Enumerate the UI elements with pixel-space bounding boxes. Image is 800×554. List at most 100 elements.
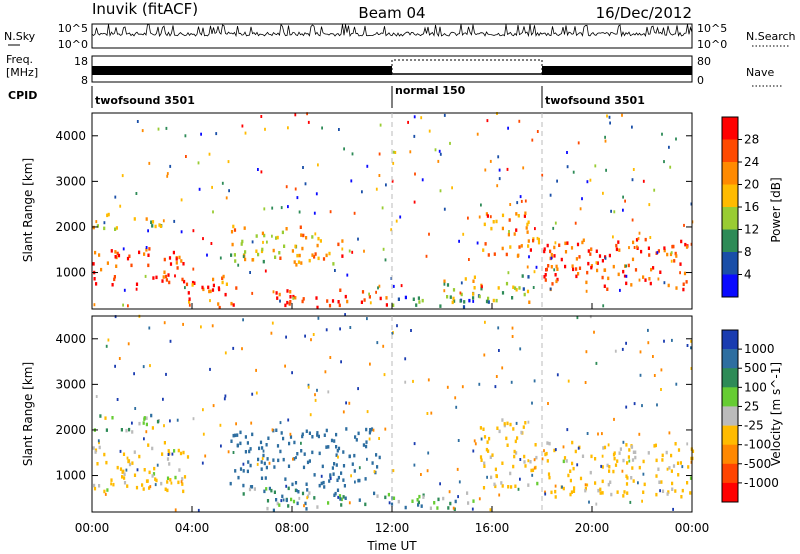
heatmap-cell: [554, 484, 557, 488]
heatmap-cell: [458, 480, 461, 484]
heatmap-cell: [361, 290, 365, 294]
heatmap-cell: [421, 178, 424, 182]
heatmap-cell: [660, 388, 662, 391]
heatmap-cell: [453, 507, 456, 511]
heatmap-cell: [608, 469, 611, 473]
heatmap-cell: [663, 160, 665, 164]
heatmap-cell: [288, 302, 291, 306]
heatmap-cell: [294, 244, 297, 249]
noise-ytick-right-bottom: 10^0: [697, 38, 727, 51]
heatmap-cell: [492, 298, 495, 303]
heatmap-cell: [474, 442, 477, 446]
heatmap-cell: [316, 388, 318, 392]
heatmap-cell: [308, 431, 311, 435]
heatmap-cell: [326, 299, 329, 303]
heatmap-cell: [382, 344, 385, 348]
heatmap-cell: [613, 456, 616, 461]
heatmap-cell: [449, 501, 452, 506]
heatmap-cell: [520, 199, 523, 203]
heatmap-cell: [307, 385, 310, 389]
heatmap-cell: [603, 445, 607, 450]
heatmap-cell: [192, 267, 195, 271]
heatmap-cell: [493, 482, 496, 487]
heatmap-cell: [202, 287, 205, 292]
heatmap-cell: [637, 481, 639, 485]
x-tick-label: 04:00: [175, 521, 210, 535]
heatmap-cell: [479, 426, 482, 430]
heatmap-cell: [656, 251, 659, 255]
heatmap-cell: [324, 370, 327, 374]
heatmap-cell: [391, 332, 394, 335]
heatmap-cell: [572, 267, 575, 272]
heatmap-cell: [291, 482, 294, 487]
heatmap-cell: [103, 226, 106, 231]
heatmap-cell: [357, 431, 360, 436]
heatmap-cell: [311, 435, 314, 439]
heatmap-cell: [576, 316, 579, 320]
heatmap-cell: [288, 441, 291, 446]
heatmap-cell: [278, 292, 281, 297]
heatmap-cell: [617, 272, 620, 277]
y-tick-label: 3000: [55, 377, 86, 391]
heatmap-cell: [517, 487, 520, 491]
heatmap-cell: [123, 476, 126, 480]
heatmap-cell: [332, 262, 335, 266]
heatmap-cell: [670, 469, 673, 473]
heatmap-cell: [116, 465, 119, 470]
heatmap-cell: [376, 465, 379, 469]
heatmap-cell: [586, 180, 589, 184]
heatmap-cell: [631, 257, 635, 262]
heatmap-cell: [618, 248, 621, 252]
heatmap-cell: [681, 465, 684, 469]
heatmap-cell: [631, 458, 635, 462]
heatmap-cell: [487, 253, 490, 257]
heatmap-cell: [410, 329, 412, 332]
heatmap-cell: [128, 254, 131, 258]
heatmap-cell: [215, 132, 218, 136]
heatmap-cell: [650, 267, 653, 272]
heatmap-cell: [373, 470, 376, 474]
heatmap-cell: [307, 383, 310, 387]
x-tick-label: 12:00: [375, 521, 410, 535]
heatmap-cell: [377, 286, 379, 290]
heatmap-cell: [595, 249, 598, 253]
x-tick-label: 00:00: [675, 521, 710, 535]
colorbar-tick-label: 25: [744, 399, 759, 413]
heatmap-cell: [366, 410, 369, 414]
heatmap-cell: [332, 472, 335, 476]
heatmap-cell: [488, 436, 491, 441]
cpid-dividers: [391, 113, 543, 512]
heatmap-cell: [586, 483, 589, 487]
freq-block-1: [92, 66, 392, 75]
heatmap-cell: [506, 167, 509, 171]
heatmap-cell: [262, 453, 265, 458]
heatmap-cell: [454, 499, 457, 504]
heatmap-cell: [212, 277, 215, 282]
heatmap-cell: [107, 338, 110, 342]
heatmap-cell: [241, 124, 244, 128]
heatmap-cell: [506, 443, 509, 447]
heatmap-cell: [230, 439, 233, 443]
heatmap-cell: [674, 489, 677, 493]
heatmap-cell: [413, 463, 416, 467]
heatmap-cell: [232, 433, 235, 438]
heatmap-cell: [399, 215, 402, 219]
heatmap-cell: [182, 262, 185, 266]
heatmap-cell: [427, 378, 430, 382]
heatmap-cell: [632, 240, 635, 245]
heatmap-cell: [286, 300, 289, 305]
heatmap-cell: [666, 467, 669, 471]
heatmap-cell: [456, 467, 459, 471]
heatmap-cell: [497, 286, 500, 290]
heatmap-cell: [159, 224, 162, 228]
heatmap-cell: [378, 284, 381, 288]
heatmap-cell: [249, 447, 252, 451]
heatmap-cell: [641, 404, 643, 408]
heatmap-cell: [621, 469, 624, 473]
freq-panel-traces: [92, 59, 692, 75]
heatmap-cell: [608, 253, 611, 258]
heatmap-cell: [290, 497, 293, 502]
heatmap-cell: [211, 324, 214, 328]
heatmap-cell: [291, 249, 294, 253]
heatmap-cell: [364, 477, 367, 481]
